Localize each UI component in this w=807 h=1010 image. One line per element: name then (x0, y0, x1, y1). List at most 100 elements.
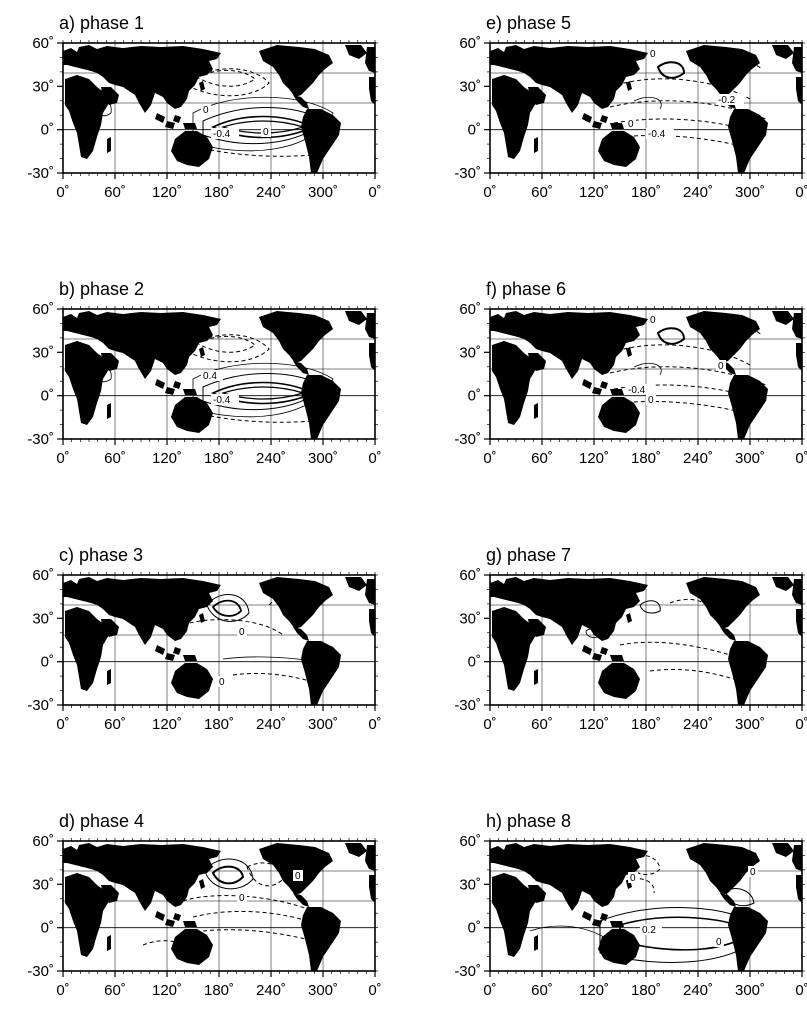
negative-contour (619, 135, 753, 150)
y-tick-label: 0˚ (468, 654, 481, 671)
y-tick-label: 0˚ (468, 920, 481, 937)
contour-label: -0.4 (628, 385, 646, 396)
y-tick-label: 0˚ (468, 388, 481, 405)
contour-label: 0.2 (642, 925, 656, 936)
x-tick-label: 0˚ (368, 982, 381, 999)
x-tick-label: 0˚ (368, 450, 381, 467)
contour-label: 0 (239, 893, 245, 904)
positive-contour (192, 362, 334, 418)
x-tick-label: 180˚ (631, 450, 661, 467)
x-tick-label: 120˚ (579, 184, 609, 201)
x-tick-label: 120˚ (579, 716, 609, 733)
y-tick-label: 30˚ (32, 78, 54, 95)
x-tick-label: 60˚ (104, 450, 126, 467)
y-tick-label: 30˚ (459, 344, 481, 361)
x-tick-label: 60˚ (531, 184, 553, 201)
map-panel-h: h) phase 8 0 0.2 0 0 0˚ 60˚ 120˚ 180˚ 240˚ 300˚ 0˚ 6… (454, 811, 807, 999)
x-tick-label: 180˚ (631, 184, 661, 201)
panel-title-d: d) phase 4 (59, 811, 144, 831)
x-tick-label: 60˚ (531, 982, 553, 999)
x-tick-label: 240˚ (683, 450, 713, 467)
contour-label: 0 (716, 937, 722, 948)
y-tick-label: -30˚ (454, 963, 481, 980)
x-tick-label: 240˚ (683, 982, 713, 999)
x-tick-label: 0˚ (56, 450, 69, 467)
contour-label: -0.2 (718, 95, 736, 106)
negative-contour (202, 929, 314, 942)
positive-contour (633, 96, 662, 110)
negative-contour (619, 641, 731, 656)
x-tick-label: 240˚ (256, 982, 286, 999)
contour-label: 0 (750, 867, 756, 878)
x-tick-label: 0˚ (56, 716, 69, 733)
negative-contour (669, 599, 717, 616)
x-tick-label: 0˚ (368, 184, 381, 201)
contour-label: -0.4 (213, 129, 231, 140)
x-tick-label: 300˚ (735, 716, 765, 733)
x-tick-label: 300˚ (308, 184, 338, 201)
contour-label: 0 (295, 871, 301, 882)
contour-label: 0 (650, 315, 656, 326)
y-tick-label: 30˚ (459, 876, 481, 893)
x-tick-label: 180˚ (204, 716, 234, 733)
panel-title-c: c) phase 3 (59, 545, 143, 565)
x-tick-label: 180˚ (204, 450, 234, 467)
contour-label: 0 (628, 119, 634, 130)
x-tick-label: 300˚ (735, 450, 765, 467)
positive-contour (204, 858, 254, 890)
x-tick-label: 0˚ (368, 716, 381, 733)
positive-contour (192, 96, 334, 152)
positive-contour (206, 594, 250, 622)
negative-contour (182, 408, 314, 423)
y-tick-label: 0˚ (41, 122, 54, 139)
positive-contour (211, 599, 242, 617)
y-tick-label: 30˚ (459, 610, 481, 627)
x-tick-label: 0˚ (483, 184, 496, 201)
x-tick-label: 300˚ (735, 184, 765, 201)
y-tick-label: 60˚ (32, 567, 54, 584)
negative-contour (609, 344, 751, 366)
x-tick-label: 180˚ (631, 982, 661, 999)
map-panel-g: g) phase 7 0˚ 60˚ 120˚ 180˚ 240˚ 300˚ 0˚ 60˚ 30˚ 0… (454, 545, 807, 733)
y-tick-label: 60˚ (459, 833, 481, 850)
y-tick-label: 0˚ (41, 388, 54, 405)
contour-label: 0 (718, 361, 724, 372)
negative-contour (649, 669, 741, 682)
negative-contour (195, 70, 256, 87)
x-tick-label: 120˚ (579, 450, 609, 467)
y-tick-label: -30˚ (27, 431, 54, 448)
x-tick-label: 0˚ (795, 450, 807, 467)
y-tick-label: -30˚ (27, 165, 54, 182)
contour-label: 0 (219, 677, 225, 688)
x-tick-label: 0˚ (56, 982, 69, 999)
panel-title-f: f) phase 6 (486, 279, 566, 299)
y-tick-label: 60˚ (32, 833, 54, 850)
y-tick-label: 60˚ (32, 35, 54, 52)
y-tick-label: -30˚ (454, 697, 481, 714)
x-tick-label: 180˚ (631, 716, 661, 733)
x-tick-label: 120˚ (152, 450, 182, 467)
positive-contour (656, 61, 686, 79)
x-tick-label: 60˚ (531, 450, 553, 467)
positive-contour (211, 865, 245, 885)
x-tick-label: 60˚ (531, 716, 553, 733)
positive-contour (633, 362, 662, 376)
contour-label: -0.4 (648, 129, 666, 140)
positive-contour (656, 327, 686, 345)
map-panel-a: a) phase 1 0 -0.4 0 0˚ 60˚ 120˚ 180˚ 240˚ 300˚ 0˚ 6… (27, 13, 381, 201)
x-tick-label: 0˚ (795, 184, 807, 201)
x-tick-label: 120˚ (152, 184, 182, 201)
y-tick-label: 0˚ (41, 654, 54, 671)
x-tick-label: 180˚ (204, 184, 234, 201)
y-tick-label: 30˚ (459, 78, 481, 95)
contour-label: 0 (630, 873, 636, 884)
x-tick-label: 60˚ (104, 716, 126, 733)
contour-label: -0.4 (213, 395, 231, 406)
x-tick-label: 0˚ (483, 982, 496, 999)
y-tick-label: 0˚ (468, 122, 481, 139)
y-tick-label: -30˚ (454, 165, 481, 182)
y-tick-label: 30˚ (32, 610, 54, 627)
contour-label: 0.4 (203, 371, 217, 382)
contour-label: 0 (203, 105, 209, 116)
